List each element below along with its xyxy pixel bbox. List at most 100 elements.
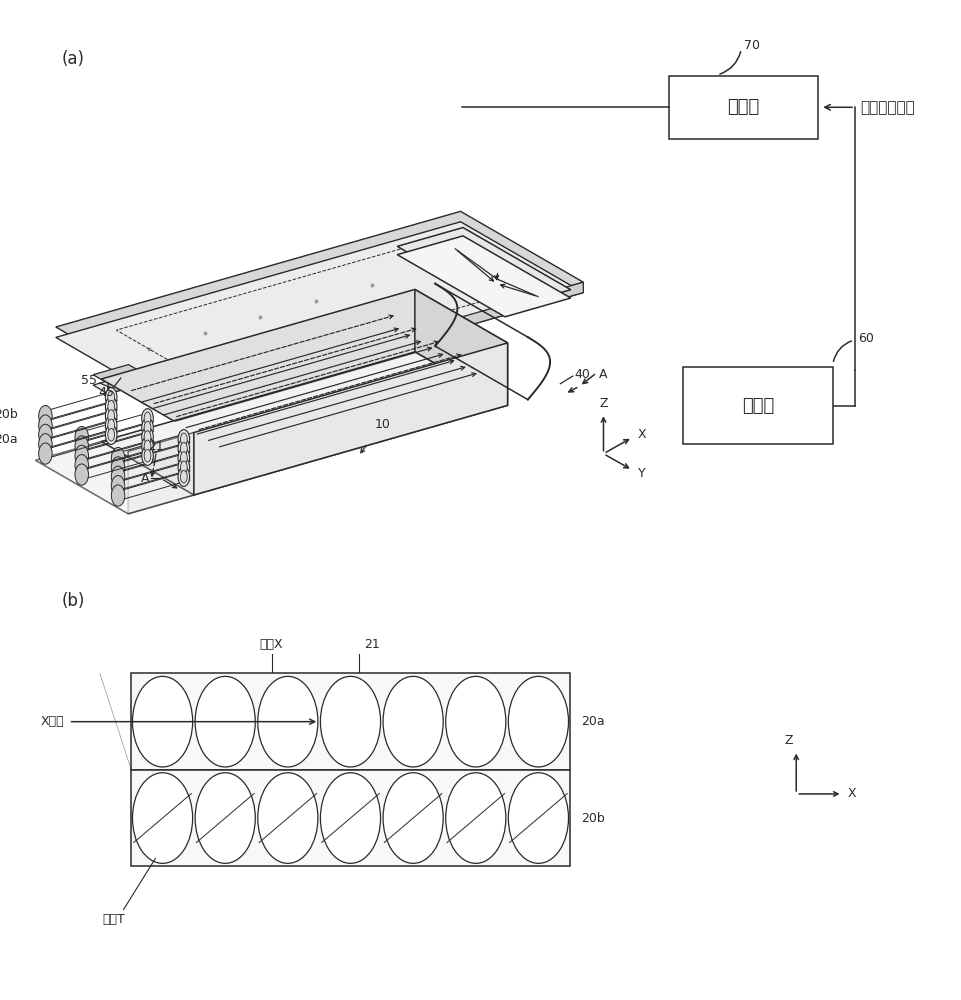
Ellipse shape [382,676,443,767]
Ellipse shape [75,436,88,457]
Ellipse shape [178,439,189,458]
Ellipse shape [108,391,114,404]
Ellipse shape [38,434,52,455]
Polygon shape [108,373,143,394]
Text: 10: 10 [374,418,390,431]
Ellipse shape [445,773,505,863]
Ellipse shape [178,458,189,477]
Ellipse shape [108,419,114,432]
Ellipse shape [195,773,255,863]
Ellipse shape [144,440,151,453]
Text: 20a: 20a [0,433,18,446]
Ellipse shape [106,388,117,407]
Ellipse shape [181,452,187,464]
Text: X方向: X方向 [40,715,63,728]
Bar [131,673,569,770]
Ellipse shape [144,449,151,462]
Polygon shape [397,228,570,308]
Ellipse shape [195,676,255,767]
Text: 20b: 20b [0,408,18,421]
Ellipse shape [75,426,88,448]
Ellipse shape [178,467,189,486]
Text: 45: 45 [98,386,114,399]
Ellipse shape [106,425,117,444]
Text: 直线X: 直线X [259,638,283,651]
Ellipse shape [38,415,52,436]
Polygon shape [101,352,507,495]
Text: 60: 60 [857,332,873,345]
Ellipse shape [108,400,114,413]
Text: 20a: 20a [580,715,604,728]
Polygon shape [128,433,194,514]
Polygon shape [194,343,507,495]
Ellipse shape [144,421,151,434]
Ellipse shape [106,397,117,416]
Ellipse shape [111,485,125,506]
Ellipse shape [108,429,114,441]
Ellipse shape [75,445,88,466]
Ellipse shape [144,431,151,443]
Ellipse shape [111,457,125,478]
Ellipse shape [258,676,317,767]
Text: 控制部: 控制部 [741,397,774,415]
Ellipse shape [258,773,317,863]
Bar [682,367,832,444]
Ellipse shape [320,676,381,767]
Polygon shape [93,365,143,383]
Ellipse shape [38,406,52,427]
Text: Z: Z [783,734,792,747]
Ellipse shape [38,424,52,445]
Polygon shape [56,222,582,408]
Text: Y: Y [637,467,645,480]
Polygon shape [101,289,507,433]
Text: 21: 21 [148,440,163,453]
Ellipse shape [111,447,125,469]
Ellipse shape [133,676,192,767]
Text: 直线T: 直线T [103,913,125,926]
Polygon shape [56,211,582,398]
Text: A: A [598,368,606,381]
Bar [131,770,569,866]
Ellipse shape [106,406,117,426]
Text: Z: Z [599,397,607,410]
Text: (a): (a) [62,50,85,68]
Text: X: X [637,428,646,441]
Text: A: A [140,472,149,485]
Text: 电源控制信号: 电源控制信号 [859,100,914,115]
Polygon shape [36,441,194,514]
Ellipse shape [38,443,52,464]
Ellipse shape [181,433,187,446]
Polygon shape [414,289,507,405]
Ellipse shape [507,676,568,767]
Text: 55: 55 [81,374,97,387]
Ellipse shape [75,464,88,485]
Ellipse shape [141,409,153,428]
Ellipse shape [111,466,125,487]
Text: 70: 70 [744,39,759,52]
Ellipse shape [75,455,88,476]
Ellipse shape [111,476,125,497]
Ellipse shape [106,416,117,435]
Ellipse shape [141,427,153,447]
Text: 20b: 20b [580,812,604,825]
Ellipse shape [141,418,153,437]
Ellipse shape [181,470,187,483]
Polygon shape [179,282,582,408]
Text: (b): (b) [62,592,86,610]
Ellipse shape [320,773,381,863]
Ellipse shape [181,461,187,474]
Polygon shape [397,236,570,317]
Bar [668,76,818,139]
Ellipse shape [108,410,114,422]
Ellipse shape [178,430,189,449]
Text: X: X [847,787,855,800]
Ellipse shape [507,773,568,863]
Ellipse shape [144,412,151,425]
Text: 电源部: 电源部 [727,98,759,116]
Ellipse shape [178,448,189,468]
Ellipse shape [141,446,153,465]
Ellipse shape [445,676,505,767]
Polygon shape [93,375,143,394]
Ellipse shape [133,773,192,863]
Ellipse shape [181,442,187,455]
